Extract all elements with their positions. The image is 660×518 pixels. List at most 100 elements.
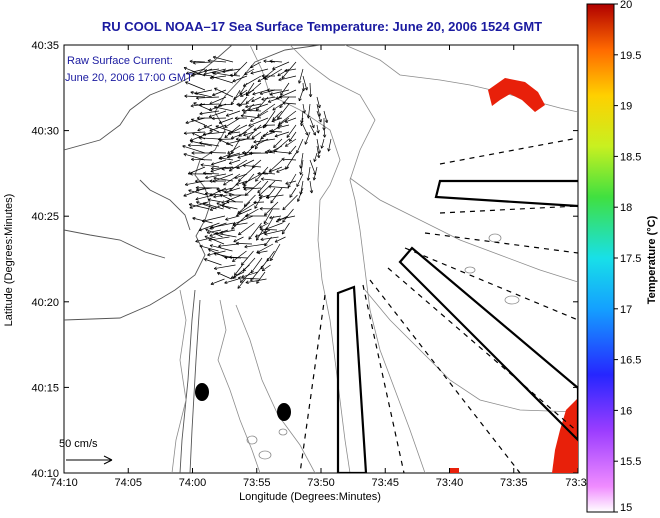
current-vector-head <box>183 193 186 197</box>
colorbar-tick-label: 16.5 <box>620 355 641 367</box>
current-vector-head <box>250 144 253 148</box>
current-vector-head <box>245 106 249 109</box>
current-vector-head <box>269 129 273 132</box>
current-vector-head <box>221 205 225 208</box>
current-vector-head <box>253 141 257 144</box>
current-vector <box>209 244 233 252</box>
current-vector-head <box>206 232 211 235</box>
current-vector-head <box>245 100 248 104</box>
current-vector-head <box>217 272 220 276</box>
current-vector-head <box>192 62 196 65</box>
current-vector-head <box>226 199 230 202</box>
current-vector <box>287 173 297 188</box>
current-vector <box>192 217 213 224</box>
y-axis-label: Latitude (Degrees:Minutes) <box>3 194 15 327</box>
current-vector-head <box>277 123 280 127</box>
current-vector-head <box>224 134 227 138</box>
current-vector-head <box>264 214 268 216</box>
current-vector-head <box>299 171 301 175</box>
current-vector <box>203 68 227 75</box>
current-vector <box>191 158 213 161</box>
current-vector <box>323 124 326 138</box>
current-vector <box>203 131 227 135</box>
current-vector-head <box>260 177 265 180</box>
current-vector-head <box>258 197 263 200</box>
current-vector-head <box>245 104 248 108</box>
current-vector <box>302 75 308 91</box>
current-vector-head <box>217 137 221 140</box>
current-vector-head <box>259 206 263 209</box>
colorbar-tick-label: 17 <box>620 304 632 316</box>
current-vector-head <box>263 60 267 63</box>
current-vector-head <box>226 201 230 204</box>
colorbar-tick-label: 19.5 <box>620 50 641 62</box>
current-vector-head <box>230 275 234 279</box>
current-vector-head <box>199 104 203 107</box>
current-vector <box>207 229 222 234</box>
current-vector <box>278 110 297 125</box>
current-vector-head <box>224 190 227 193</box>
current-vector-head <box>273 144 275 148</box>
current-vector <box>183 153 206 161</box>
current-vector <box>262 264 271 272</box>
current-vector-head <box>263 221 267 225</box>
current-vector-head <box>192 61 196 64</box>
current-vector <box>208 249 228 259</box>
current-vector-head <box>258 194 262 197</box>
current-vector-head <box>276 127 280 130</box>
current-vector-head <box>232 78 235 82</box>
current-vector-head <box>221 168 225 171</box>
current-vector-head <box>233 96 236 100</box>
current-vector-head <box>203 171 207 174</box>
current-vector-head <box>185 122 189 125</box>
current-vector-head <box>221 204 225 206</box>
current-vector <box>259 89 276 95</box>
current-vector <box>277 215 296 221</box>
current-vector-head <box>226 155 230 158</box>
current-vector <box>216 188 235 196</box>
current-vector-head <box>209 245 213 248</box>
current-vector <box>285 152 297 170</box>
current-vector-head <box>264 232 268 235</box>
current-vector <box>228 131 241 134</box>
current-vector-head <box>243 135 247 137</box>
current-vector <box>231 215 247 230</box>
current-vector-head <box>193 102 196 106</box>
current-vector-head <box>248 108 251 111</box>
current-vector <box>236 243 253 245</box>
current-vector-head <box>285 181 289 185</box>
current-vector-head <box>241 262 243 266</box>
current-vector <box>219 157 234 161</box>
current-vector <box>255 229 271 238</box>
current-vector-head <box>234 273 238 276</box>
current-vector-head <box>259 208 263 211</box>
current-vector <box>309 180 313 194</box>
current-vector-head <box>285 183 289 185</box>
current-vector-head <box>289 195 293 198</box>
current-vector <box>321 138 325 149</box>
current-vector-head <box>249 64 253 68</box>
current-vector-head <box>219 139 222 143</box>
current-vector <box>236 103 248 105</box>
current-vector-head <box>199 113 203 116</box>
current-vector-head <box>191 159 195 162</box>
current-vector-head <box>194 93 198 95</box>
current-vector-head <box>228 193 232 196</box>
current-vector-head <box>206 230 210 234</box>
current-vector <box>266 187 276 199</box>
current-vector-head <box>272 66 275 70</box>
current-vector-field <box>182 55 332 289</box>
current-vector-head <box>208 114 212 118</box>
current-vector-head <box>210 281 214 285</box>
current-vector-head <box>274 239 278 243</box>
current-vector-head <box>213 194 217 198</box>
current-vector <box>197 124 213 132</box>
current-vector <box>268 166 283 173</box>
bathymetry-spots <box>246 233 520 460</box>
map-title: RU COOL NOAA–17 Sea Surface Temperature:… <box>102 19 542 34</box>
current-vector-head <box>240 114 244 116</box>
current-vector <box>238 96 248 107</box>
current-vector <box>301 110 304 124</box>
current-vector-head <box>216 188 220 190</box>
scale-label: 50 cm/s <box>59 438 98 450</box>
